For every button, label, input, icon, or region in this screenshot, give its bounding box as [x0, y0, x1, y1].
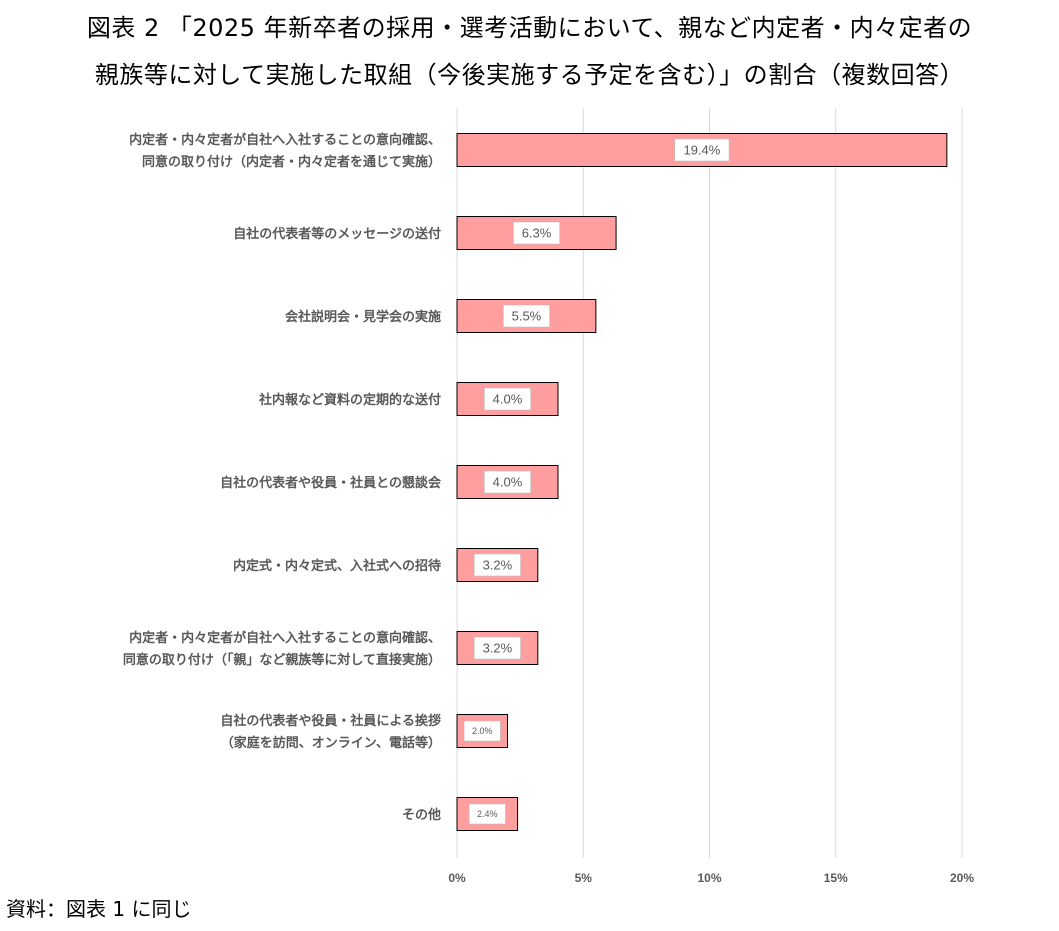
- data-label: 3.2%: [483, 558, 513, 573]
- category-labels: 内定者・内々定者が自社へ入社することの意向確認、同意の取り付け（内定者・内々定者…: [123, 132, 442, 823]
- data-label: 2.0%: [472, 726, 493, 736]
- x-tick-label: 5%: [575, 871, 593, 885]
- category-label: 内定者・内々定者が自社へ入社することの意向確認、: [129, 132, 441, 148]
- chart-title-line1: 図表 2 「2025 年新卒者の採用・選考活動において、親など内定者・内々定者の: [86, 14, 973, 42]
- x-tick-label: 0%: [448, 871, 466, 885]
- data-label-box: [473, 636, 521, 660]
- data-label-box: [503, 304, 550, 328]
- data-label: 19.4%: [683, 143, 720, 158]
- category-label: 内定者・内々定者が自社へ入社することの意向確認、: [129, 630, 441, 646]
- category-label: 社内報など資料の定期的な送付: [258, 392, 441, 408]
- category-label: 会社説明会・見学会の実施: [285, 309, 441, 325]
- category-label: 同意の取り付け（「親」など親族等に対して直接実施）: [123, 652, 441, 668]
- data-label-box: [674, 138, 730, 162]
- category-label: （家庭を訪問、オンライン、電話等）: [221, 735, 441, 751]
- data-label: 4.0%: [493, 392, 523, 407]
- data-label: 3.2%: [483, 641, 513, 656]
- data-label: 6.3%: [522, 226, 552, 241]
- data-label-box: [463, 720, 501, 742]
- data-label: 5.5%: [512, 309, 542, 324]
- x-tick-label: 10%: [697, 871, 721, 885]
- category-label: 自社の代表者や役員・社員との懇談会: [220, 475, 442, 491]
- category-label: 自社の代表者や役員・社員による挨拶: [220, 713, 441, 729]
- data-label-box: [484, 387, 531, 411]
- source-note: 資料：図表 1 に同じ: [6, 897, 192, 921]
- data-label-box: [484, 470, 531, 494]
- x-axis-ticks: 0% 5% 10% 15% 20%: [448, 871, 974, 885]
- bars: 19.4% 6.3% 5.5% 4.0% 4.0% 3.2% 3.2% 2.0% 2.4%: [456, 133, 948, 831]
- category-label: 自社の代表者等のメッセージの送付: [233, 226, 441, 242]
- category-label: 内定式・内々定式、入社式への招待: [233, 558, 441, 574]
- chart-title-line2: 親族等に対して実施した取組（今後実施する予定を含む）」の割合（複数回答）: [94, 61, 965, 89]
- data-label-box: [468, 803, 506, 825]
- category-label: 同意の取り付け（内定者・内々定者を通じて実施）: [142, 154, 441, 170]
- category-label: その他: [402, 807, 441, 823]
- data-label: 2.4%: [477, 809, 498, 819]
- x-tick-label: 20%: [950, 871, 974, 885]
- data-label: 4.0%: [493, 475, 523, 490]
- x-tick-label: 15%: [824, 871, 848, 885]
- data-label-box: [473, 553, 521, 577]
- data-label-box: [513, 221, 560, 245]
